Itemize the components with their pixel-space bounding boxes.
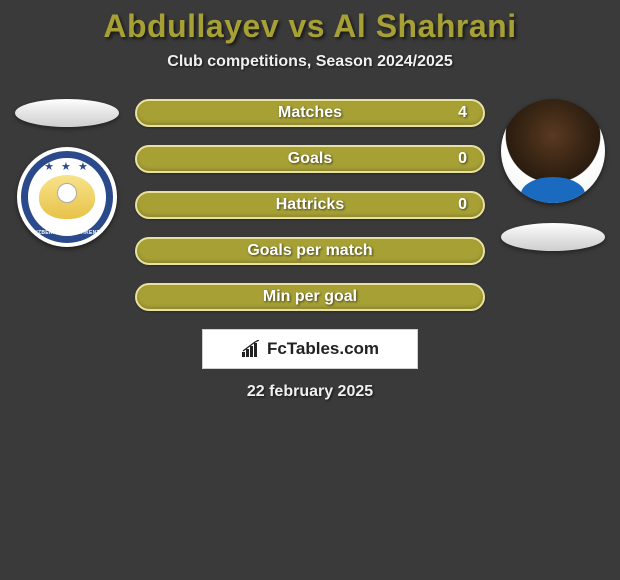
stat-row-min-per-goal: Min per goal xyxy=(135,283,485,311)
stats-column: Matches 4 Goals 0 Hattricks 0 Goals per … xyxy=(135,99,485,311)
stat-row-matches: Matches 4 xyxy=(135,99,485,127)
left-side-column: ★ ★ ★ PAKHTAKOR UZBEKISTAN TASHKENT xyxy=(11,99,123,247)
stat-row-goals-per-match: Goals per match xyxy=(135,237,485,265)
player-left-placeholder xyxy=(15,99,119,127)
stat-label: Matches xyxy=(278,104,342,122)
brand-text: FcTables.com xyxy=(267,339,379,359)
comparison-card: Abdullayev vs Al Shahrani Club competiti… xyxy=(0,0,620,401)
stat-label: Goals xyxy=(288,150,332,168)
stat-label: Hattricks xyxy=(276,196,344,214)
main-row: ★ ★ ★ PAKHTAKOR UZBEKISTAN TASHKENT Matc… xyxy=(0,99,620,311)
player-right-photo xyxy=(501,99,605,203)
page-title: Abdullayev vs Al Shahrani xyxy=(0,8,620,45)
stat-value: 0 xyxy=(458,196,467,214)
right-side-column xyxy=(497,99,609,251)
date-text: 22 february 2025 xyxy=(0,383,620,401)
subtitle: Club competitions, Season 2024/2025 xyxy=(0,53,620,71)
stat-value: 0 xyxy=(458,150,467,168)
club-badge-left: ★ ★ ★ PAKHTAKOR UZBEKISTAN TASHKENT xyxy=(17,147,117,247)
stat-value: 4 xyxy=(458,104,467,122)
stat-label: Goals per match xyxy=(247,242,372,260)
stat-label: Min per goal xyxy=(263,288,357,306)
brand-box[interactable]: FcTables.com xyxy=(202,329,418,369)
club-badge-text: PAKHTAKOR UZBEKISTAN TASHKENT xyxy=(17,224,117,236)
stat-row-goals: Goals 0 xyxy=(135,145,485,173)
club-right-placeholder xyxy=(501,223,605,251)
stat-row-hattricks: Hattricks 0 xyxy=(135,191,485,219)
chart-icon xyxy=(241,340,263,358)
